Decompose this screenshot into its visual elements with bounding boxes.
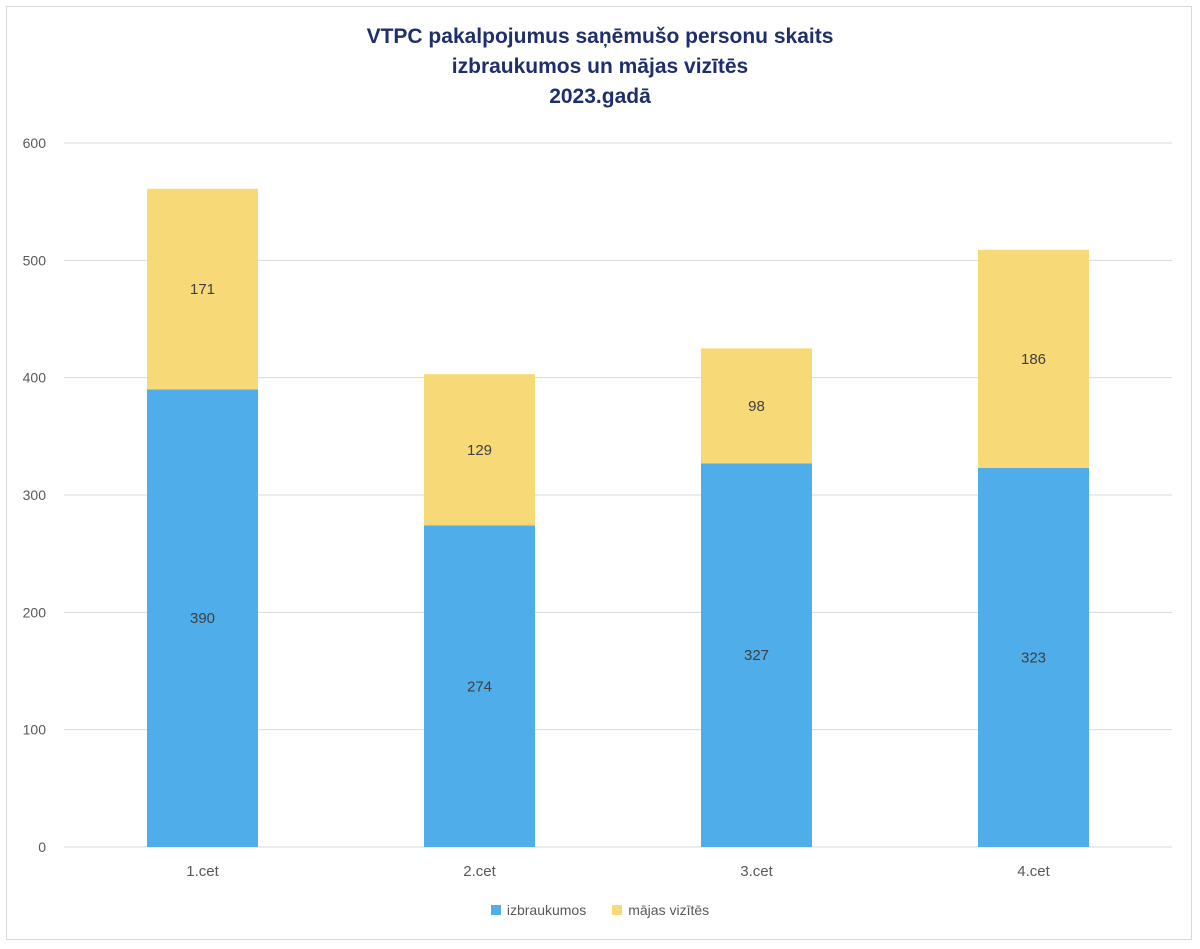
data-label: 390 bbox=[190, 610, 215, 627]
legend-label-izbraukumos: izbraukumos bbox=[506, 902, 587, 918]
x-tick-label: 4.cet bbox=[1017, 863, 1050, 880]
y-tick-label: 100 bbox=[23, 722, 47, 738]
bar-segment bbox=[424, 374, 535, 526]
legend-swatch-izbraukumos bbox=[490, 905, 501, 915]
y-tick-label: 200 bbox=[23, 604, 47, 620]
y-tick-label: 500 bbox=[23, 252, 47, 268]
bar-segment bbox=[147, 389, 258, 847]
bar-segment bbox=[978, 249, 1089, 469]
x-tick-label: 2.cet bbox=[463, 863, 496, 880]
data-label: 274 bbox=[467, 678, 492, 695]
chart-title-line-2: izbraukumos un mājas vizītēs bbox=[451, 55, 749, 78]
legend-item-majas-vizites: mājas vizītēs bbox=[612, 902, 709, 918]
chart-legend: izbraukumos mājas vizītēs bbox=[0, 902, 1200, 918]
data-label: 186 bbox=[1021, 351, 1046, 368]
bar-segment bbox=[424, 525, 535, 847]
x-tick-label: 3.cet bbox=[740, 863, 773, 880]
legend-item-izbraukumos: izbraukumos bbox=[490, 902, 587, 918]
x-tick-label: 1.cet bbox=[186, 863, 219, 880]
y-tick-label: 300 bbox=[23, 487, 47, 503]
legend-swatch-majas-vizites bbox=[612, 905, 623, 915]
bar-segment bbox=[701, 348, 812, 464]
chart-title-line-1: VTPC pakalpojumus saņēmušo personu skait… bbox=[366, 25, 834, 48]
y-tick-label: 600 bbox=[23, 135, 47, 151]
chart-title: VTPC pakalpojumus saņēmušo personu skait… bbox=[0, 22, 1200, 112]
legend-label-majas-vizites: mājas vizītēs bbox=[628, 902, 710, 918]
data-label: 171 bbox=[190, 281, 215, 298]
bar-segment bbox=[978, 468, 1089, 847]
data-label: 129 bbox=[467, 442, 492, 459]
y-tick-label: 400 bbox=[23, 370, 47, 386]
chart-title-line-3: 2023.gadā bbox=[549, 85, 651, 108]
data-label: 98 bbox=[748, 398, 765, 415]
bar-segment bbox=[701, 463, 812, 847]
data-label: 327 bbox=[744, 647, 769, 664]
y-tick-label: 0 bbox=[38, 839, 46, 855]
bar-segment bbox=[147, 188, 258, 390]
data-label: 323 bbox=[1021, 650, 1046, 667]
